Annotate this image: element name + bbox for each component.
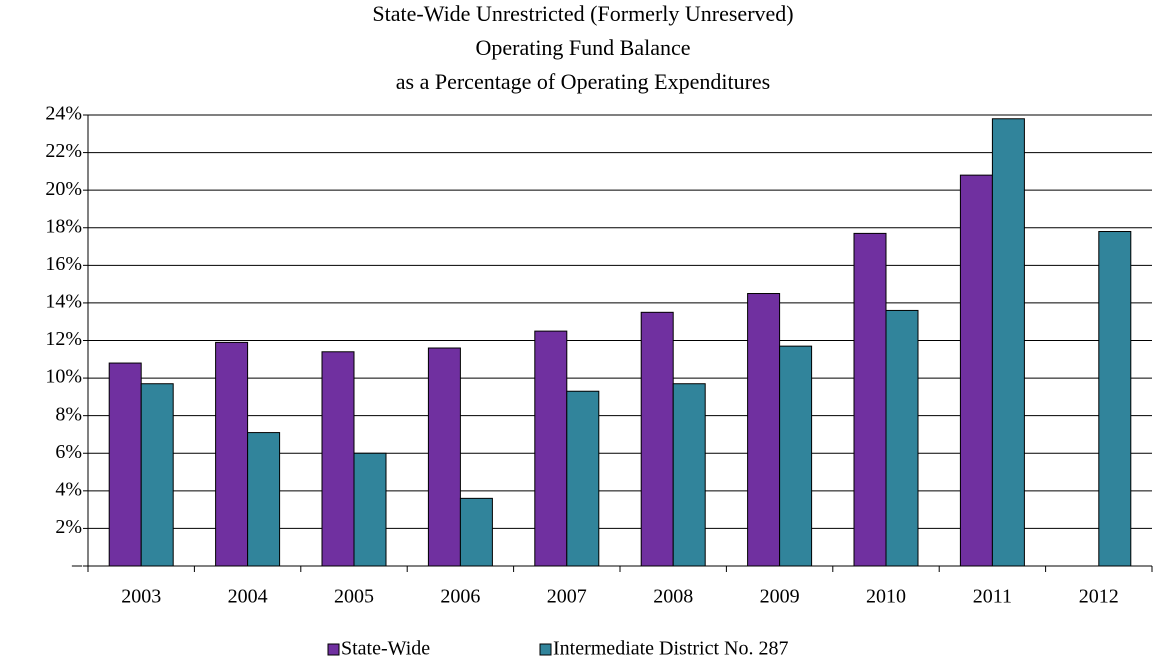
bar	[959, 174, 993, 567]
y-tick-label: 8%	[55, 403, 82, 425]
bar	[321, 351, 355, 567]
bar	[853, 232, 887, 567]
bar	[672, 383, 706, 567]
chart-title: State-Wide Unrestricted (Formerly Unrese…	[372, 1, 793, 26]
bar	[747, 293, 781, 567]
x-tick-label: 2003	[121, 586, 161, 608]
bar	[640, 311, 674, 567]
chart-title: as a Percentage of Operating Expenditure…	[396, 69, 770, 94]
y-tick-label: 12%	[45, 328, 82, 350]
bar	[991, 118, 1025, 567]
y-tick-label: 18%	[45, 215, 82, 237]
y-tick-label: 22%	[45, 140, 82, 162]
x-tick-label: 2009	[760, 586, 800, 608]
bar	[108, 362, 142, 567]
y-tick-label: 24%	[45, 103, 82, 125]
bar	[566, 390, 600, 567]
chart-title: Operating Fund Balance	[475, 35, 690, 60]
x-tick-label: 2006	[440, 586, 480, 608]
y-tick-label: 16%	[45, 253, 82, 275]
legend-label: State-Wide	[341, 638, 430, 660]
bar	[215, 341, 249, 567]
bar	[459, 497, 493, 567]
legend-label: Intermediate District No. 287	[553, 638, 789, 660]
y-tick-label: 2%	[55, 516, 82, 538]
bar	[1098, 231, 1132, 567]
bar	[534, 330, 568, 567]
bar	[353, 452, 387, 567]
y-tick-label: 10%	[45, 366, 82, 388]
bar	[140, 383, 174, 567]
legend-swatch	[327, 643, 340, 656]
x-tick-label: 2011	[973, 586, 1012, 608]
y-tick-label: 14%	[45, 291, 82, 313]
legend-swatch	[539, 643, 552, 656]
x-tick-label: 2008	[653, 586, 693, 608]
y-tick-label: 4%	[55, 478, 82, 500]
bar	[427, 347, 461, 567]
y-tick-label: –	[71, 554, 83, 576]
x-tick-label: 2010	[866, 586, 906, 608]
x-tick-label: 2005	[334, 586, 374, 608]
bar	[885, 309, 919, 567]
bar	[779, 345, 813, 567]
bar	[247, 432, 281, 567]
x-tick-label: 2004	[228, 586, 268, 608]
x-tick-label: 2007	[547, 586, 587, 608]
y-tick-label: 6%	[55, 441, 82, 463]
y-tick-label: 20%	[45, 178, 82, 200]
x-tick-label: 2012	[1079, 586, 1119, 608]
